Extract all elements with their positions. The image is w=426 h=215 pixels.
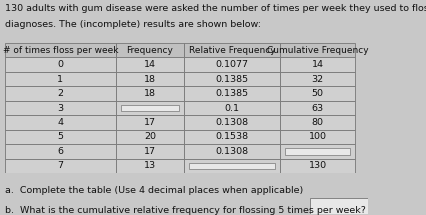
Bar [184,43,279,57]
Bar [120,105,179,111]
Text: 3: 3 [57,104,63,112]
Text: Relative Frequency: Relative Frequency [188,46,275,55]
Text: 130: 130 [308,161,326,170]
Text: # of times floss per week: # of times floss per week [3,46,118,55]
Bar [5,86,115,101]
Text: 0.1538: 0.1538 [215,132,248,141]
Bar [115,159,184,173]
Bar [279,86,354,101]
Bar [279,72,354,86]
Bar [115,130,184,144]
Bar [115,86,184,101]
Bar [184,115,279,130]
Bar [285,148,349,155]
Text: 14: 14 [144,60,155,69]
Text: 0: 0 [57,60,63,69]
Text: 14: 14 [311,60,323,69]
Bar [115,57,184,72]
Bar [279,115,354,130]
Text: 4: 4 [57,118,63,127]
Text: 80: 80 [311,118,323,127]
Bar [184,101,279,115]
Bar [115,115,184,130]
Bar [5,101,115,115]
Text: 0.1077: 0.1077 [215,60,248,69]
Bar [5,57,115,72]
Text: 0.1385: 0.1385 [215,89,248,98]
Bar [184,72,279,86]
Text: 18: 18 [144,75,155,84]
Text: a.  Complete the table (Use 4 decimal places when applicable): a. Complete the table (Use 4 decimal pla… [5,186,302,195]
Bar [115,72,184,86]
Bar [5,159,115,173]
Bar [184,86,279,101]
Text: 0.1308: 0.1308 [215,118,248,127]
Bar [279,159,354,173]
Bar [279,130,354,144]
Text: 63: 63 [311,104,323,112]
Bar [184,159,279,173]
Text: 0.1308: 0.1308 [215,147,248,156]
Bar [115,101,184,115]
Bar [5,144,115,159]
Text: 1: 1 [57,75,63,84]
Bar [184,144,279,159]
Text: 2: 2 [57,89,63,98]
Text: 5: 5 [57,132,63,141]
Text: 100: 100 [308,132,326,141]
Text: 20: 20 [144,132,155,141]
Text: 7: 7 [57,161,63,170]
Text: 17: 17 [144,147,155,156]
Text: 32: 32 [311,75,323,84]
Text: Frequency: Frequency [126,46,173,55]
Text: b.  What is the cumulative relative frequency for flossing 5 times per week?: b. What is the cumulative relative frequ… [5,206,365,215]
Bar [184,57,279,72]
Text: 6: 6 [57,147,63,156]
Bar [279,43,354,57]
Bar [279,144,354,159]
Bar [184,130,279,144]
Text: 17: 17 [144,118,155,127]
Text: 0.1385: 0.1385 [215,75,248,84]
Text: 13: 13 [144,161,155,170]
Text: 130 adults with gum disease were asked the number of times per week they used to: 130 adults with gum disease were asked t… [5,4,426,13]
Bar [279,57,354,72]
Bar [189,163,274,169]
Text: 0.1: 0.1 [224,104,239,112]
Bar [5,115,115,130]
Text: 18: 18 [144,89,155,98]
Bar [115,43,184,57]
Text: diagnoses. The (incomplete) results are shown below:: diagnoses. The (incomplete) results are … [5,20,261,29]
Bar [115,144,184,159]
Bar [5,43,115,57]
Bar [5,130,115,144]
Bar [5,72,115,86]
Bar [279,101,354,115]
Text: Cumulative Frequency: Cumulative Frequency [266,46,368,55]
Text: 50: 50 [311,89,323,98]
